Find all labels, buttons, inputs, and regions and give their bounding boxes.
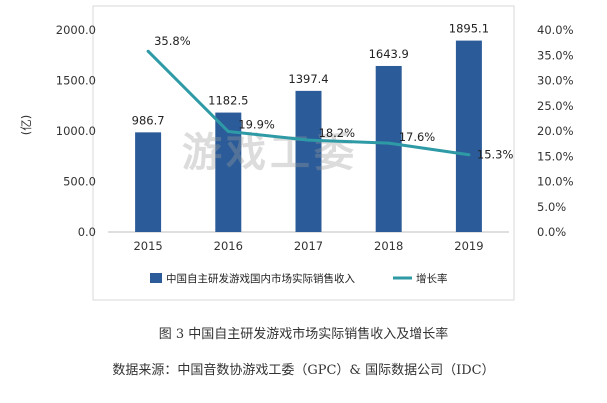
line-point — [387, 141, 391, 145]
bar — [295, 90, 322, 232]
legend-line-label: 增长率 — [416, 272, 448, 285]
line-point — [467, 153, 471, 157]
y2-tick-label: 5.0% — [537, 200, 566, 214]
x-tick-label: 2019 — [454, 239, 483, 253]
bar-value-label: 1182.5 — [208, 94, 248, 108]
y2-tick-label: 15.0% — [537, 149, 574, 163]
line-value-label: 15.3% — [477, 148, 514, 162]
y2-tick-label: 35.0% — [537, 48, 574, 62]
bar-value-label: 1397.4 — [288, 72, 328, 86]
line-series: 35.8% 19.9% 18.2% 17.6% 15.3% — [146, 34, 514, 162]
x-tick-label: 2018 — [374, 239, 403, 253]
y2-tick-label: 25.0% — [537, 99, 574, 113]
y-tick-label: 500.0 — [63, 175, 96, 189]
legend: 中国自主研发游戏国内市场实际销售收入 增长率 — [150, 272, 448, 285]
y2-tick-label: 40.0% — [537, 23, 574, 37]
watermark-text: 游戏工委 — [182, 130, 358, 176]
bar — [375, 65, 402, 233]
x-tick-label: 2016 — [214, 239, 243, 253]
line-point — [307, 138, 310, 142]
y-axis-label: (亿) — [19, 115, 33, 135]
axes: 0.0 500.0 1000.0 1500.0 2000.0 0.0% 5.0% 10.0% 1… — [19, 23, 574, 253]
y-tick-label: 1500.0 — [56, 74, 96, 88]
bar-series: 986.7 1182.5 1397.4 1643.9 1895.1 — [132, 22, 489, 233]
bar-value-label: 1895.1 — [449, 22, 489, 36]
line-value-label: 19.9% — [238, 118, 275, 132]
source-caption: 数据来源：中国音数协游戏工委（GPC）& 国际数据公司（IDC） — [112, 363, 495, 378]
bar — [455, 40, 482, 233]
y2-tick-label: 0.0% — [537, 225, 566, 239]
line-value-label: 17.6% — [399, 130, 436, 144]
bar — [135, 132, 162, 232]
y2-tick-label: 30.0% — [537, 74, 574, 88]
bar-value-label: 1643.9 — [369, 47, 409, 61]
x-tick-label: 2017 — [294, 239, 323, 253]
y-tick-label: 1000.0 — [56, 124, 96, 138]
bar-value-label: 986.7 — [132, 113, 165, 127]
legend-bar-swatch — [150, 273, 162, 283]
x-tick-label: 2015 — [133, 239, 162, 253]
y-tick-label: 2000.0 — [56, 23, 96, 37]
line-point — [146, 49, 150, 53]
watermark: 游戏工委 — [182, 130, 358, 176]
line-point — [226, 130, 230, 134]
figure-caption: 图 3 中国自主研发游戏市场实际销售收入及增长率 — [158, 327, 449, 342]
y2-tick-label: 10.0% — [537, 175, 574, 189]
legend-bar-label: 中国自主研发游戏国内市场实际销售收入 — [166, 272, 355, 285]
line-value-label: 35.8% — [154, 34, 191, 48]
y-tick-label: 0.0 — [78, 225, 96, 239]
y2-tick-label: 20.0% — [537, 124, 574, 138]
line-value-label: 18.2% — [319, 126, 356, 140]
